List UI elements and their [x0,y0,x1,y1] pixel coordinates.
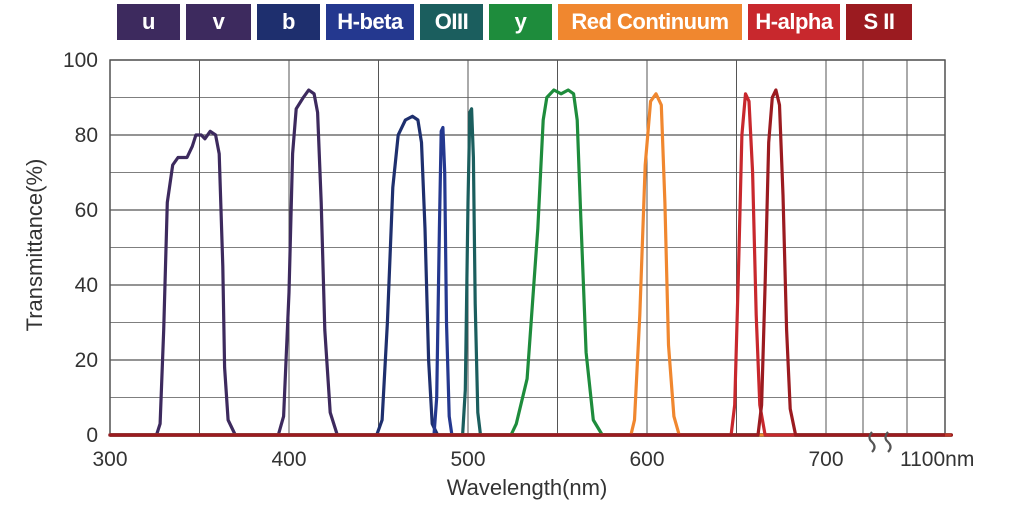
series-oiii-line [108,107,953,437]
series-s-ii-line [108,88,953,437]
legend-item-h-beta: H-beta [326,4,414,40]
y-tick-label: 20 [75,349,98,372]
x-tick-label: 1100nm [900,448,974,471]
legend-item-b: b [257,4,320,40]
legend-item-u: u [117,4,180,40]
y-tick-label: 100 [63,49,98,72]
legend-item-red-continuum: Red Continuum [558,4,742,40]
legend-item-v: v [186,4,251,40]
series-v-line [108,88,953,437]
x-tick-label: 700 [808,448,843,471]
legend-item-y: y [489,4,552,40]
x-tick-label: 500 [450,448,485,471]
series-h-alpha-line [108,92,953,437]
x-tick-label: 600 [629,448,664,471]
axis-layer: 300 400 500 600 700 1100nm 0 20 40 60 80 100 [63,49,974,471]
y-tick-label: 60 [75,199,98,222]
legend-item-s-ii: S II [846,4,912,40]
legend-item-h-alpha: H-alpha [748,4,840,40]
series-h-beta-line [108,125,953,437]
legend: u v b H-beta OIII y Red Continuum H-alpha S II [117,4,912,46]
series-u-line [108,129,953,437]
y-tick-label: 0 [86,424,98,447]
axis-break-icon [868,431,892,453]
x-tick-label: 300 [92,448,127,471]
series-b-line [108,114,953,437]
x-axis-title: Wavelength(nm) [447,475,608,500]
series-layer [108,88,953,437]
legend-item-oiii: OIII [420,4,483,40]
series-y-line [108,88,953,437]
y-axis-title: Transmittance(%) [22,159,47,332]
series-red-continuum-line [108,92,953,437]
y-tick-label: 80 [75,124,98,147]
x-tick-label: 400 [271,448,306,471]
y-tick-label: 40 [75,274,98,297]
